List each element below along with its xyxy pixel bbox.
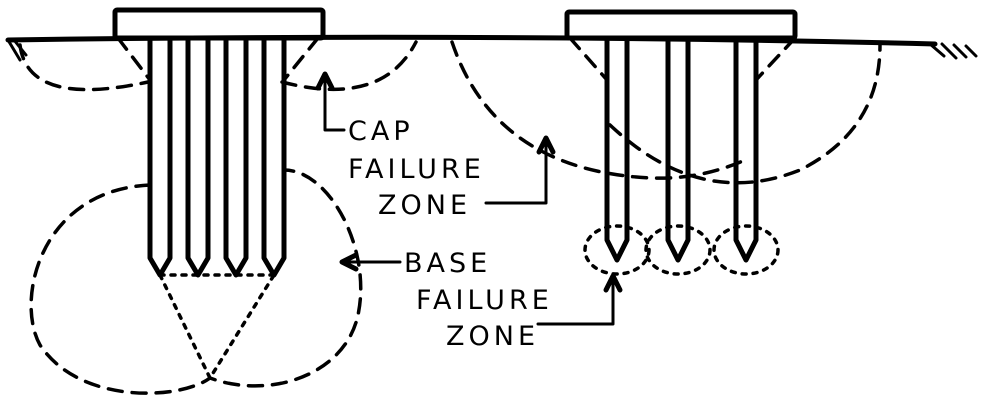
base-label-line-2: FAILURE: [416, 285, 553, 316]
base-label-line-3: ZONE: [446, 321, 539, 352]
base-leader-arrow: [339, 252, 359, 272]
right-cap-failure-arc-right: [608, 43, 882, 185]
left-base-failure-zone: [29, 168, 363, 395]
left-pile-2: [185, 35, 211, 278]
ground-hatch-right: [928, 42, 978, 60]
cap-zone-leader-arrow: [536, 135, 556, 155]
right-base-bulb-1: [583, 224, 651, 276]
base-zone-leader: [536, 276, 615, 326]
left-pile-4: [261, 35, 287, 278]
right-cap-edge-left: [568, 36, 609, 82]
left-cap-failure-arc-left: [18, 43, 150, 92]
cap-label-line-1: CAP: [348, 116, 414, 147]
left-pile-cap: [112, 7, 326, 41]
right-pile-cap: [564, 9, 798, 41]
left-base-wedge: [158, 273, 276, 382]
left-pile-1: [147, 35, 173, 278]
right-base-bulb-2: [644, 224, 712, 276]
cap-label-line-2: FAILURE: [348, 154, 485, 185]
cap-leader-arrow: [315, 71, 335, 91]
right-pile-2: [665, 35, 691, 263]
right-pile-3: [733, 35, 759, 263]
base-label-line-1: BASE: [404, 248, 491, 279]
cap-label-line-3: ZONE: [378, 190, 471, 221]
cap-leader: [323, 76, 346, 132]
left-pile-3: [223, 35, 249, 278]
right-cap-edge-right: [754, 36, 797, 82]
left-cap-failure-arc-right: [280, 40, 418, 92]
left-cap-edge-left: [116, 36, 152, 82]
right-pile-1: [604, 35, 630, 263]
cap-zone-leader: [484, 138, 548, 205]
right-base-bulb-3: [712, 224, 780, 276]
right-cap-failure-arc-left: [450, 40, 747, 180]
left-cap-edge-right: [282, 36, 320, 82]
base-zone-leader-arrow: [603, 273, 623, 293]
